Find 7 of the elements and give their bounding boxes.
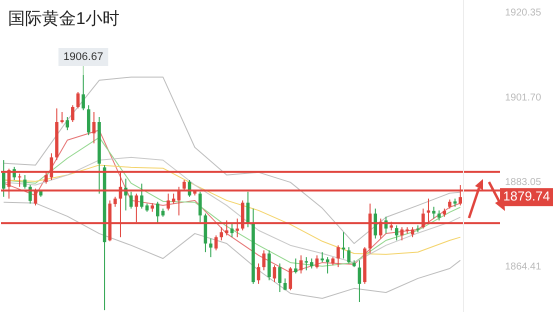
annotation: 1906.67 [63, 50, 104, 63]
y-tick-label: 1901.70 [505, 92, 542, 104]
y-tick-label: 1920.35 [505, 8, 542, 19]
y-tick-label: 1864.41 [505, 261, 542, 272]
text: 1879.74 [503, 188, 550, 204]
text: 国际黄金1小时 [8, 9, 120, 28]
y-tick-label: 1883.05 [505, 176, 542, 188]
